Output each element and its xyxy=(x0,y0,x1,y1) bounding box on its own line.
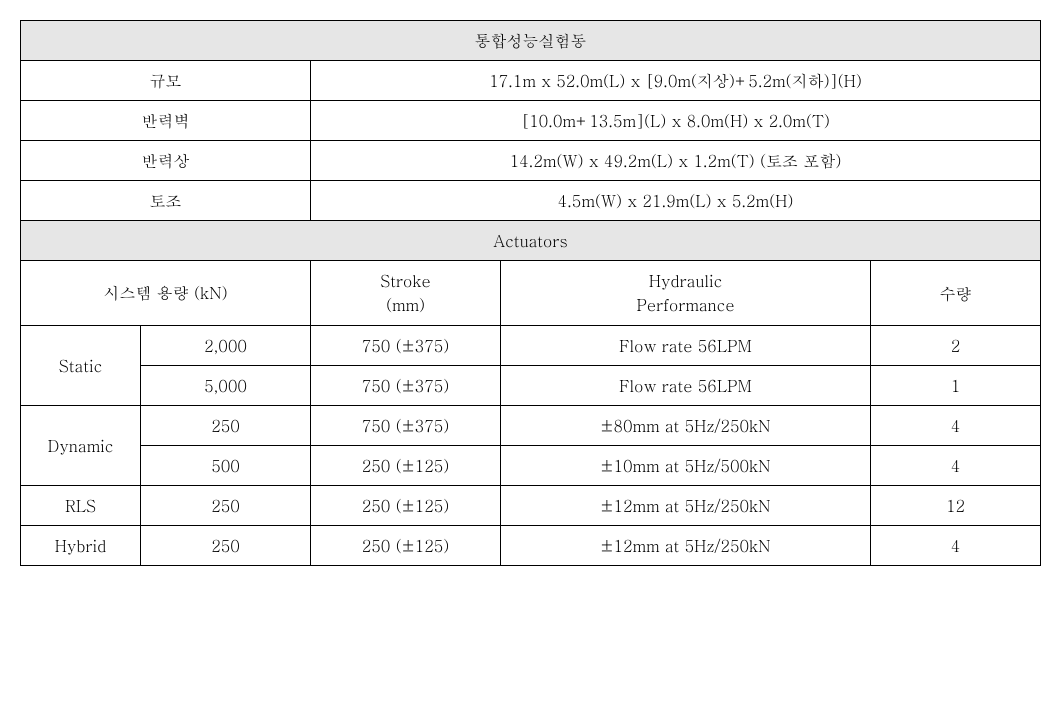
actuator-row: Hybrid 250 250 (±125) ±12mm at 5Hz/250kN… xyxy=(21,526,1041,566)
actuator-qty: 12 xyxy=(871,486,1041,526)
col-hydraulic: Hydraulic Performance xyxy=(501,261,871,326)
col-stroke-line1: Stroke xyxy=(380,269,430,292)
actuator-capacity: 2,000 xyxy=(141,326,311,366)
actuator-hyd: ±80mm at 5Hz/250kN xyxy=(501,406,871,446)
actuator-hyd: ±12mm at 5Hz/250kN xyxy=(501,526,871,566)
actuator-type: RLS xyxy=(21,486,141,526)
facility-value: 17.1m x 52.0m(L) x [9.0m(지상)+5.2m(지하)](H… xyxy=(311,61,1041,101)
facility-value: 14.2m(W) x 49.2m(L) x 1.2m(T) (토조 포함) xyxy=(311,141,1041,181)
actuator-hyd: ±12mm at 5Hz/250kN xyxy=(501,486,871,526)
actuator-capacity: 500 xyxy=(141,446,311,486)
facility-label: 토조 xyxy=(21,181,311,221)
actuator-type: Static xyxy=(21,326,141,406)
facility-title: 통합성능실험동 xyxy=(21,21,1041,61)
col-stroke: Stroke (mm) xyxy=(311,261,501,326)
facility-value: [10.0m+13.5m](L) x 8.0m(H) x 2.0m(T) xyxy=(311,101,1041,141)
actuator-stroke: 750 (±375) xyxy=(311,326,501,366)
actuator-type: Hybrid xyxy=(21,526,141,566)
actuator-row: 500 250 (±125) ±10mm at 5Hz/500kN 4 xyxy=(21,446,1041,486)
actuator-stroke: 750 (±375) xyxy=(311,406,501,446)
col-hydraulic-line2: Performance xyxy=(636,293,734,316)
actuator-type: Dynamic xyxy=(21,406,141,486)
actuator-qty: 4 xyxy=(871,406,1041,446)
actuator-stroke: 250 (±125) xyxy=(311,446,501,486)
facility-row: 반력벽 [10.0m+13.5m](L) x 8.0m(H) x 2.0m(T) xyxy=(21,101,1041,141)
actuator-qty: 4 xyxy=(871,446,1041,486)
actuator-qty: 4 xyxy=(871,526,1041,566)
col-hydraulic-line1: Hydraulic xyxy=(649,269,723,292)
actuator-capacity: 250 xyxy=(141,406,311,446)
col-stroke-line2: (mm) xyxy=(386,293,425,316)
facility-row: 토조 4.5m(W) x 21.9m(L) x 5.2m(H) xyxy=(21,181,1041,221)
actuator-row: RLS 250 250 (±125) ±12mm at 5Hz/250kN 12 xyxy=(21,486,1041,526)
actuator-qty: 2 xyxy=(871,326,1041,366)
actuator-capacity: 250 xyxy=(141,486,311,526)
facility-row: 규모 17.1m x 52.0m(L) x [9.0m(지상)+5.2m(지하)… xyxy=(21,61,1041,101)
spec-table: 통합성능실험동 규모 17.1m x 52.0m(L) x [9.0m(지상)+… xyxy=(20,20,1041,566)
actuator-hyd: Flow rate 56LPM xyxy=(501,326,871,366)
facility-label: 반력벽 xyxy=(21,101,311,141)
col-system-capacity: 시스템 용량 (kN) xyxy=(21,261,311,326)
actuator-qty: 1 xyxy=(871,366,1041,406)
actuator-row: Static 2,000 750 (±375) Flow rate 56LPM … xyxy=(21,326,1041,366)
actuator-stroke: 750 (±375) xyxy=(311,366,501,406)
facility-row: 반력상 14.2m(W) x 49.2m(L) x 1.2m(T) (토조 포함… xyxy=(21,141,1041,181)
actuator-capacity: 250 xyxy=(141,526,311,566)
facility-label: 반력상 xyxy=(21,141,311,181)
actuator-row: 5,000 750 (±375) Flow rate 56LPM 1 xyxy=(21,366,1041,406)
col-qty: 수량 xyxy=(871,261,1041,326)
actuator-hyd: Flow rate 56LPM xyxy=(501,366,871,406)
actuators-title: Actuators xyxy=(21,221,1041,261)
actuator-row: Dynamic 250 750 (±375) ±80mm at 5Hz/250k… xyxy=(21,406,1041,446)
facility-label: 규모 xyxy=(21,61,311,101)
facility-value: 4.5m(W) x 21.9m(L) x 5.2m(H) xyxy=(311,181,1041,221)
actuator-hyd: ±10mm at 5Hz/500kN xyxy=(501,446,871,486)
actuator-capacity: 5,000 xyxy=(141,366,311,406)
actuators-header-row: 시스템 용량 (kN) Stroke (mm) Hydraulic Perfor… xyxy=(21,261,1041,326)
actuator-stroke: 250 (±125) xyxy=(311,486,501,526)
actuator-stroke: 250 (±125) xyxy=(311,526,501,566)
